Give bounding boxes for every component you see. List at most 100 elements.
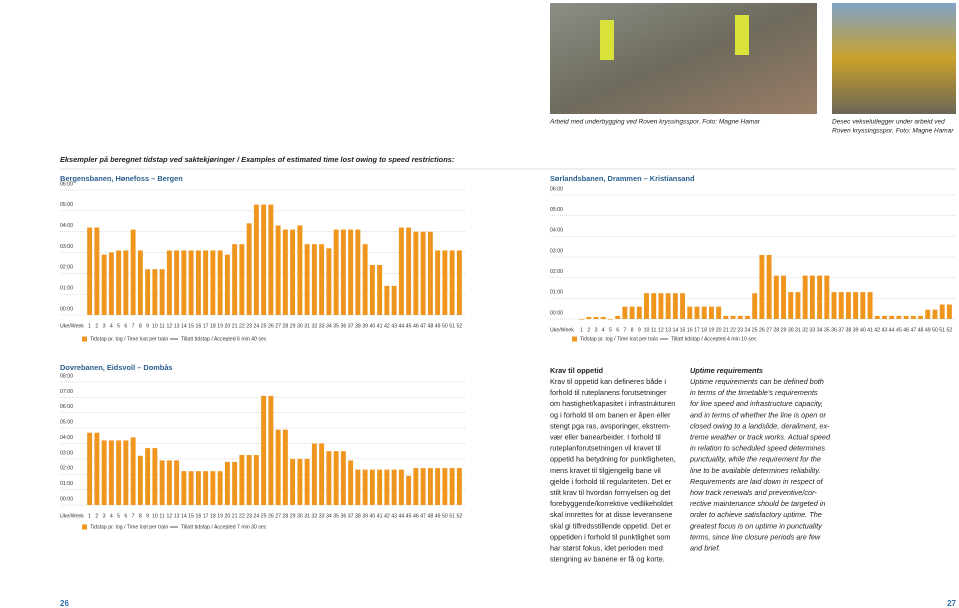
bar	[355, 469, 361, 505]
bar	[159, 269, 165, 315]
x-tick-label: 44	[398, 323, 404, 329]
bar	[420, 231, 426, 315]
bar	[427, 231, 433, 315]
x-tick-label: 48	[427, 323, 433, 329]
caption: Roven kryssingsspor. Foto: Magne Hamar	[832, 128, 954, 135]
y-tick-label: 00:00	[550, 310, 563, 316]
bar	[355, 229, 361, 315]
x-tick-label: 36	[831, 327, 837, 333]
x-tick-label: 38	[846, 327, 852, 333]
bar	[651, 293, 657, 319]
y-tick-label: 02:00	[550, 269, 563, 275]
heading: Eksempler på beregnet tidstap ved saktek…	[60, 155, 455, 164]
x-tick-label: 46	[903, 327, 909, 333]
y-tick-label: 03:00	[60, 450, 73, 456]
x-tick-label: 5	[117, 323, 120, 329]
x-tick-label: 49	[435, 513, 441, 519]
legend-swatch	[82, 336, 87, 342]
x-tick-label: 3	[103, 513, 106, 519]
x-tick-label: 25	[752, 327, 758, 333]
x-tick-label: 32	[311, 513, 317, 519]
x-tick-label: 7	[623, 327, 626, 333]
x-tick-label: 35	[333, 323, 339, 329]
chart-title: Bergensbanen, Hønefoss – Bergen	[60, 174, 183, 183]
bar	[340, 229, 346, 315]
x-tick-label: 11	[159, 323, 164, 329]
photo	[832, 3, 956, 114]
bar	[795, 292, 801, 319]
column-line: og i forhold til om banen er åpen eller	[550, 410, 671, 419]
bar	[116, 250, 122, 315]
legend-label: Tidstap pr. tog / Time lost per train	[90, 336, 168, 342]
bar	[586, 316, 592, 319]
caption: Arbeid med underbygging ved Roven kryssi…	[549, 119, 761, 126]
y-tick-label: 05:00	[550, 207, 563, 213]
x-tick-label: 31	[304, 513, 310, 519]
bar	[435, 468, 441, 505]
x-tick-label: 41	[377, 323, 383, 329]
x-tick-label: 8	[139, 323, 142, 329]
x-tick-label: 28	[773, 327, 779, 333]
x-tick-label: 4	[110, 323, 113, 329]
x-tick-label: 19	[217, 323, 223, 329]
bar	[824, 275, 830, 319]
x-tick-label: 9	[638, 327, 641, 333]
bar	[239, 244, 245, 315]
bar	[195, 471, 201, 505]
bar	[766, 254, 772, 319]
x-tick-label: 51	[449, 323, 455, 329]
x-tick-label: 43	[391, 513, 397, 519]
bar	[694, 306, 700, 319]
bar	[752, 293, 758, 319]
bar	[188, 250, 194, 315]
x-tick-label: 22	[730, 327, 736, 333]
column-line: oppetid ha betydning for punktligheten,	[550, 455, 676, 464]
bar	[377, 469, 383, 505]
column-line: treme weather or track works. Actual spe…	[690, 433, 831, 442]
x-tick-label: 37	[348, 513, 354, 519]
x-tick-label: 16	[687, 327, 693, 333]
bar	[108, 440, 114, 505]
column-line: ruteplanforutsetningen vil kravet til	[550, 444, 661, 453]
column-line: vær eller banearbeider. I forhold til	[550, 433, 661, 442]
bar	[130, 229, 136, 315]
column-line: skal gi tilfredsstillende oppetid. Det e…	[550, 521, 671, 530]
x-tick-label: 24	[745, 327, 751, 333]
x-axis-label: Uke/Week	[60, 323, 84, 329]
bar	[203, 471, 209, 505]
x-tick-label: 20	[224, 513, 230, 519]
x-tick-label: 21	[232, 513, 238, 519]
bar	[658, 293, 664, 319]
x-tick-label: 10	[152, 323, 158, 329]
y-tick-label: 08:00	[60, 373, 73, 379]
bar	[362, 244, 368, 315]
x-tick-label: 34	[817, 327, 823, 333]
column-line: skal innrettes for at disse leveransene	[550, 510, 673, 519]
x-tick-label: 26	[268, 323, 274, 329]
bar	[137, 250, 143, 315]
bar	[737, 315, 743, 319]
x-tick-label: 14	[672, 327, 678, 333]
y-tick-label: 05:00	[60, 420, 73, 426]
bar	[882, 315, 887, 319]
bar	[687, 306, 693, 319]
bar	[101, 440, 107, 505]
x-tick-label: 25	[261, 323, 267, 329]
bar	[391, 285, 397, 315]
x-tick-label: 3	[103, 323, 106, 329]
x-tick-label: 9	[146, 323, 149, 329]
bar	[261, 395, 267, 505]
x-tick-label: 19	[217, 513, 223, 519]
x-tick-label: 12	[166, 513, 172, 519]
bar	[680, 293, 686, 319]
bar	[369, 469, 375, 505]
x-tick-label: 50	[442, 513, 448, 519]
bar	[275, 429, 281, 505]
x-tick-label: 52	[947, 327, 953, 333]
x-tick-label: 37	[348, 323, 354, 329]
y-tick-label: 04:00	[60, 435, 73, 441]
y-tick-label: 01:00	[550, 290, 563, 296]
x-tick-label: 27	[766, 327, 772, 333]
bar	[860, 292, 866, 319]
x-tick-label: 21	[723, 327, 729, 333]
